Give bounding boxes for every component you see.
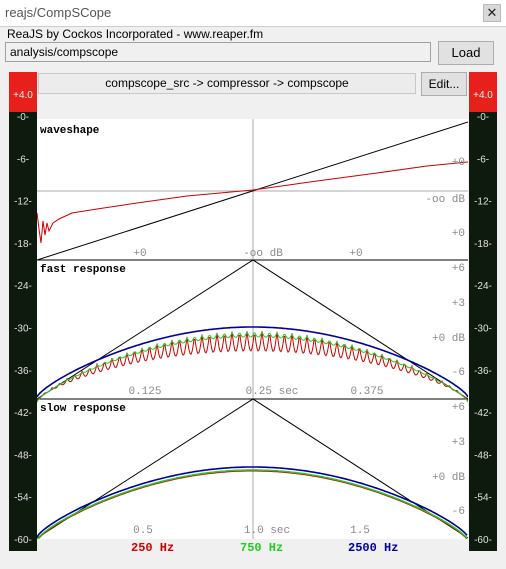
legend-2500hz: 2500 Hz: [348, 541, 399, 555]
meter-scale-label: -42-: [14, 408, 32, 419]
slow-response-title: slow response: [40, 403, 126, 415]
x-tick-label: 1.0 sec: [244, 525, 290, 537]
y-tick-label: -6: [452, 506, 465, 518]
edit-button[interactable]: Edit...: [421, 72, 467, 96]
y-tick-label: +6: [452, 402, 465, 414]
x-tick-label: 1.5: [350, 525, 370, 537]
meter-scale-label: -60-: [474, 535, 492, 546]
close-icon: ✕: [486, 5, 498, 20]
response-250hz: [37, 330, 468, 402]
meter-scale-label: -48-: [474, 450, 492, 461]
title-bar: reajs/CompSCope ✕: [0, 0, 506, 26]
meter-scale-label: -60-: [14, 535, 32, 546]
meter-scale-label: -12-: [14, 197, 32, 208]
peak-value-left: +4.0: [13, 90, 33, 101]
waveshape-panel: waveshape +0 -oo dB +0 +0 -oo dB +0: [37, 121, 468, 261]
y-tick-label: +3: [452, 437, 465, 449]
legend-750hz: 750 Hz: [240, 541, 284, 555]
meter-scale-label: -0-: [477, 112, 489, 123]
response-750hz: [37, 330, 468, 403]
meter-scale-label: -48-: [14, 450, 32, 461]
transfer-curve: [37, 161, 468, 244]
meter-scale-label: -54-: [474, 493, 492, 504]
response-2500hz: [37, 326, 468, 398]
input-level-meter: +4.0 -0- -6- -12- -18- -24- -30- -36- -42- -48- -…: [9, 72, 37, 551]
meter-scale-label: -30-: [474, 324, 492, 335]
meter-scale-label: -54-: [14, 493, 32, 504]
waveshape-label: +0: [452, 157, 465, 169]
waveshape-label: -oo dB: [425, 194, 465, 206]
output-level-meter: +4.0 -0- -6- -12- -18- -24- -30- -36- -42- -48- -…: [469, 72, 497, 551]
meter-scale-label: -0-: [17, 112, 29, 123]
fast-response-panel: fast response +6 +3 +0 dB -6 0.125 0.25 …: [37, 259, 468, 403]
y-tick-label: +6: [452, 263, 465, 275]
meter-scale-label: -6-: [477, 154, 489, 165]
slow-response-panel: slow response +6 +3 +0 dB -6 0.5 1.0 sec…: [37, 398, 468, 539]
peak-clip-indicator: [9, 72, 37, 112]
y-tick-label: +0 dB: [432, 333, 465, 345]
envelope-reference: [37, 259, 468, 400]
response-750hz: [37, 469, 468, 539]
response-250hz: [37, 470, 468, 539]
waveshape-label: +0: [452, 228, 465, 240]
waveshape-label: -oo dB: [243, 248, 283, 260]
load-button[interactable]: Load: [438, 41, 494, 65]
x-tick-label: 0.25 sec: [246, 386, 299, 398]
meter-scale-label: -24-: [14, 281, 32, 292]
response-2500hz: [37, 466, 468, 538]
scope-display: waveshape +0 -oo dB +0 +0 -oo dB +0 fast…: [37, 119, 468, 539]
y-tick-label: +0 dB: [432, 472, 465, 484]
y-tick-label: +3: [452, 298, 465, 310]
peak-clip-indicator: [469, 72, 497, 112]
meter-scale-label: -6-: [17, 154, 29, 165]
x-tick-label: 0.125: [128, 386, 161, 398]
x-tick-label: 0.375: [350, 386, 383, 398]
signal-chain-label: compscope_src -> compressor -> compscope: [38, 73, 416, 94]
envelope-reference: [37, 398, 468, 539]
meter-scale-label: -36-: [14, 366, 32, 377]
script-path-field[interactable]: analysis/compscope: [5, 42, 431, 62]
waveshape-title: waveshape: [40, 125, 100, 137]
legend-250hz: 250 Hz: [131, 541, 175, 555]
meter-scale-label: -30-: [14, 324, 32, 335]
fast-response-title: fast response: [40, 264, 126, 276]
close-button[interactable]: ✕: [483, 4, 501, 22]
divider: [0, 26, 506, 27]
unity-line: [37, 121, 468, 261]
meter-scale-label: -36-: [474, 366, 492, 377]
y-tick-label: -6: [452, 367, 465, 379]
window-title: reajs/CompSCope: [5, 5, 112, 20]
reajs-info-label: ReaJS by Cockos Incorporated - www.reape…: [7, 27, 264, 41]
peak-value-right: +4.0: [473, 90, 493, 101]
meter-scale-label: -18-: [474, 239, 492, 250]
meter-scale-label: -24-: [474, 281, 492, 292]
waveshape-label: +0: [349, 248, 362, 260]
meter-scale-label: -18-: [14, 239, 32, 250]
waveshape-label: +0: [133, 248, 146, 260]
x-tick-label: 0.5: [133, 525, 153, 537]
meter-scale-label: -42-: [474, 408, 492, 419]
meter-scale-label: -12-: [474, 197, 492, 208]
